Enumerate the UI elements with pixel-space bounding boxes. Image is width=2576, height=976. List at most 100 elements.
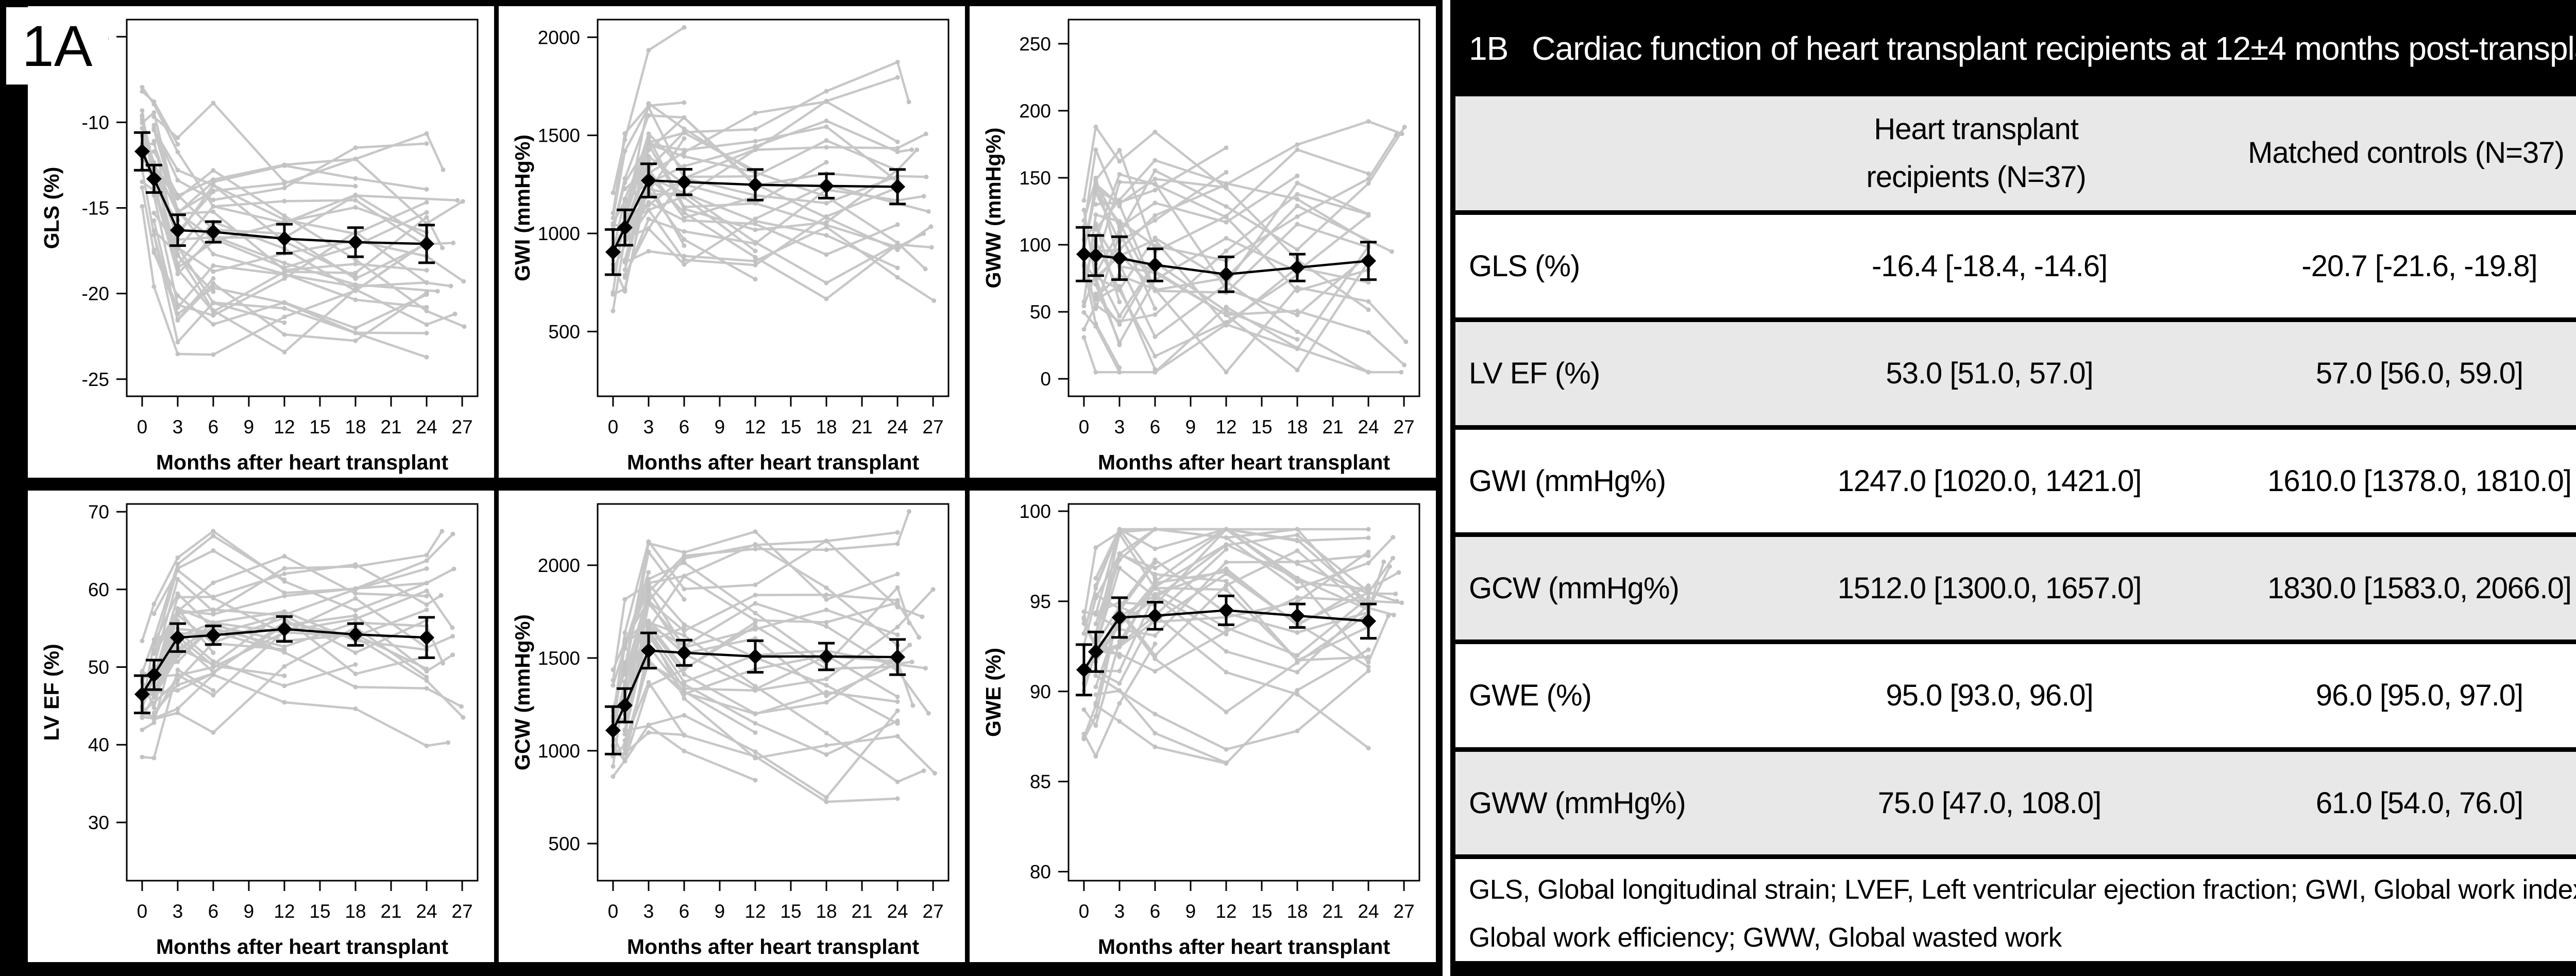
svg-text:6: 6 <box>679 901 690 922</box>
svg-text:3: 3 <box>173 416 183 437</box>
table-row: GLS (%) -16.4 [-18.4, -14.6] -20.7 [-21.6,… <box>1455 215 2576 323</box>
header-cell: Heart transplant recipients (N=37) <box>1745 96 2206 210</box>
svg-text:9: 9 <box>715 416 725 437</box>
svg-text:70: 70 <box>88 501 109 523</box>
table-cell: 61.0 [54.0, 76.0] <box>2315 786 2523 820</box>
svg-text:100: 100 <box>1019 501 1051 522</box>
svg-text:18: 18 <box>816 901 837 922</box>
table-title: Cardiac function of heart transplant rec… <box>1532 29 2576 67</box>
svg-text:-15: -15 <box>82 198 109 219</box>
table-cell: 1610.0 [1378.0, 1810.0] <box>2267 464 2572 498</box>
svg-text:9: 9 <box>1185 901 1196 922</box>
svg-text:85: 85 <box>1030 771 1051 793</box>
svg-text:Months after heart transplant: Months after heart transplant <box>156 935 449 958</box>
svg-text:12: 12 <box>1215 416 1236 437</box>
table-cell: 53.0 [51.0, 57.0] <box>1886 357 2093 391</box>
svg-text:Months after heart transplant: Months after heart transplant <box>156 450 449 474</box>
svg-text:24: 24 <box>1358 416 1379 437</box>
svg-text:80: 80 <box>1030 862 1051 883</box>
svg-text:0: 0 <box>1040 368 1051 390</box>
svg-text:95: 95 <box>1030 591 1051 612</box>
header-line: Heart transplant <box>1874 112 2079 146</box>
table-cell: 95.0 [93.0, 96.0] <box>1886 679 2093 713</box>
svg-text:12: 12 <box>1215 901 1236 922</box>
svg-text:12: 12 <box>744 416 766 437</box>
table-row: GWE (%) 95.0 [93.0, 96.0] 96.0 [95.0, 97.0… <box>1455 644 2576 752</box>
row-label: GCW (mmHg%) <box>1469 571 1680 605</box>
svg-text:3: 3 <box>1114 901 1125 922</box>
svg-text:12: 12 <box>744 901 766 922</box>
table-cell: 96.0 [95.0, 97.0] <box>2315 679 2523 713</box>
table-cell: 57.0 [56.0, 59.0] <box>2315 357 2523 391</box>
svg-text:100: 100 <box>1019 234 1051 256</box>
svg-text:1500: 1500 <box>538 648 580 669</box>
svg-text:9: 9 <box>1185 416 1196 437</box>
row-label: LV EF (%) <box>1469 357 1600 391</box>
svg-text:2000: 2000 <box>538 555 580 576</box>
svg-text:GWI (mmHg%): GWI (mmHg%) <box>511 134 534 281</box>
svg-text:18: 18 <box>816 416 837 437</box>
svg-text:15: 15 <box>309 901 330 922</box>
svg-text:-20: -20 <box>82 283 109 305</box>
svg-text:15: 15 <box>1251 901 1272 922</box>
svg-text:LV EF (%): LV EF (%) <box>40 644 63 741</box>
plot-gwe: 80 85 90 95 100 0 3 6 9 12 15 18 21 24 27 Months after … <box>970 491 1436 962</box>
svg-text:21: 21 <box>851 416 872 437</box>
svg-text:Months after heart transplant: Months after heart transplant <box>1098 935 1391 958</box>
panel-1b-table: 1B Cardiac function of heart transplant … <box>1450 0 2576 976</box>
svg-text:21: 21 <box>1322 901 1343 922</box>
svg-text:21: 21 <box>1322 416 1343 437</box>
panel-1a-plots: 1A -25-20-15-10-50369121518212427Months … <box>0 0 1443 976</box>
svg-text:6: 6 <box>208 416 219 437</box>
svg-text:27: 27 <box>1394 416 1415 437</box>
svg-text:50: 50 <box>1030 301 1051 323</box>
table-cell: 1830.0 [1583.0, 2066.0] <box>2267 571 2572 605</box>
table-cell: 1247.0 [1020.0, 1421.0] <box>1837 464 2142 498</box>
svg-text:-25: -25 <box>82 369 109 390</box>
table-cell: -16.4 [-18.4, -14.6] <box>1871 249 2108 283</box>
svg-text:6: 6 <box>208 901 219 922</box>
svg-text:0: 0 <box>1079 901 1090 922</box>
svg-text:250: 250 <box>1019 33 1051 55</box>
svg-text:27: 27 <box>452 901 473 922</box>
panel-1a-label: 1A <box>6 7 108 85</box>
svg-text:Months after heart transplant: Months after heart transplant <box>627 450 920 474</box>
header-line: Matched controls (N=37) <box>2248 136 2565 170</box>
svg-text:15: 15 <box>780 416 801 437</box>
svg-text:18: 18 <box>345 901 366 922</box>
svg-text:18: 18 <box>1286 416 1308 437</box>
svg-text:27: 27 <box>923 416 944 437</box>
svg-text:18: 18 <box>345 416 366 437</box>
svg-text:27: 27 <box>923 901 944 922</box>
row-label: GWE (%) <box>1469 679 1592 713</box>
table-row: GWW (mmHg%) 75.0 [47.0, 108.0] 61.0 [54.0,… <box>1455 751 2576 859</box>
table-cell: -20.7 [-21.6, -19.8] <box>2301 249 2537 283</box>
table-row: LV EF (%) 53.0 [51.0, 57.0] 57.0 [56.0, 59… <box>1455 322 2576 430</box>
svg-text:24: 24 <box>416 416 437 437</box>
svg-text:GLS (%): GLS (%) <box>40 167 63 249</box>
svg-text:200: 200 <box>1019 100 1051 122</box>
svg-text:21: 21 <box>380 416 401 437</box>
row-label: GWW (mmHg%) <box>1469 786 1686 820</box>
svg-text:12: 12 <box>274 416 295 437</box>
svg-text:GWE (%): GWE (%) <box>981 648 1005 737</box>
table-footnote: GLS, Global longitudinal strain; LVEF, L… <box>1455 859 2576 961</box>
svg-text:24: 24 <box>1358 901 1379 922</box>
svg-text:Months after heart transplant: Months after heart transplant <box>1098 450 1391 474</box>
svg-text:40: 40 <box>88 734 109 755</box>
svg-text:27: 27 <box>452 416 473 437</box>
svg-text:12: 12 <box>274 901 295 922</box>
header-line: recipients (N=37) <box>1866 160 2086 194</box>
bottom-border <box>1455 961 2576 976</box>
svg-text:27: 27 <box>1394 901 1415 922</box>
svg-text:GWW (mmHg%): GWW (mmHg%) <box>981 127 1005 288</box>
svg-text:-10: -10 <box>82 112 109 133</box>
svg-text:Months after heart transplant: Months after heart transplant <box>627 935 920 958</box>
svg-text:1000: 1000 <box>538 223 580 244</box>
svg-text:6: 6 <box>1150 901 1161 922</box>
svg-text:24: 24 <box>887 901 908 922</box>
svg-text:6: 6 <box>679 416 690 437</box>
